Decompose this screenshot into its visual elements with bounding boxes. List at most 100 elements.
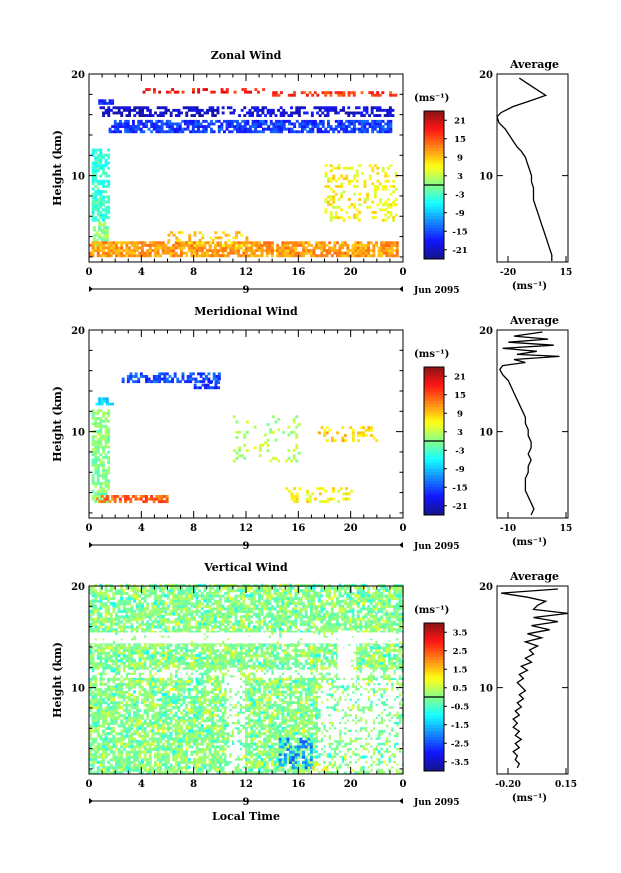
heatmap-cell (98, 101, 102, 105)
heatmap-cell (164, 732, 168, 736)
heatmap-cell (211, 241, 215, 245)
heatmap-cell (344, 439, 347, 443)
heatmap-cell (161, 651, 165, 655)
heatmap-cell (112, 243, 116, 247)
heatmap-cell (117, 724, 121, 728)
heatmap-cell (177, 241, 181, 245)
heatmap-cell (187, 620, 191, 624)
heatmap-cell (167, 766, 170, 770)
heatmap-cell (235, 430, 239, 434)
heatmap-cell (208, 654, 212, 658)
heatmap-cell (367, 254, 371, 258)
heatmap-cell (143, 659, 147, 663)
heatmap-cell (120, 625, 124, 629)
heatmap-cell (250, 254, 254, 258)
heatmap-cell (130, 677, 134, 681)
heatmap-cell (384, 200, 388, 204)
heatmap-cell (146, 623, 150, 627)
heatmap-cell (338, 249, 342, 252)
heatmap-cell (235, 241, 238, 245)
heatmap-cell (107, 106, 111, 110)
heatmap-cell (301, 127, 304, 131)
heatmap-cell (115, 719, 118, 723)
heatmap-cell (172, 771, 176, 775)
heatmap-cell (386, 166, 390, 170)
heatmap-cell (176, 122, 180, 126)
heatmap-cell (167, 651, 170, 655)
heatmap-cell (252, 243, 256, 247)
heatmap-cell (133, 698, 137, 702)
heatmap-cell (146, 696, 150, 699)
heatmap-cell (323, 254, 326, 258)
heatmap-cell (146, 714, 150, 718)
heatmap-cell (104, 174, 108, 178)
heatmap-cell (180, 246, 183, 250)
heatmap-cell (151, 698, 155, 702)
heatmap-cell (334, 213, 338, 217)
heatmap-cell (167, 753, 170, 757)
heatmap-cell (190, 771, 194, 775)
heatmap-cell (96, 714, 100, 718)
heatmap-cell (180, 605, 183, 608)
heatmap-cell (109, 727, 113, 731)
heatmap-cell (171, 122, 174, 126)
heatmap-cell (258, 446, 262, 450)
heatmap-cell (143, 745, 147, 749)
heatmap-cell (385, 249, 389, 252)
heatmap-cell (143, 693, 147, 697)
heatmap-cell (182, 106, 186, 110)
heatmap-cell (99, 657, 103, 660)
heatmap-cell (146, 735, 150, 738)
heatmap-cell (148, 696, 152, 699)
heatmap-cell (181, 377, 185, 381)
heatmap-cell (317, 241, 321, 245)
heatmap-cell (275, 127, 278, 131)
heatmap-cell (203, 251, 207, 255)
heatmap-cell (195, 246, 199, 250)
heatmap-cell (167, 761, 170, 764)
heatmap-cell (297, 251, 300, 255)
heatmap-cell (98, 220, 101, 224)
heatmap-cell (115, 737, 118, 741)
heatmap-cell (102, 672, 105, 676)
heatmap-cell (350, 179, 354, 183)
heatmap-cell (273, 249, 277, 252)
heatmap-cell (185, 732, 189, 736)
heatmap-cell (91, 148, 95, 152)
heatmap-cell (158, 127, 161, 131)
heatmap-cell (122, 737, 126, 741)
heatmap-cell (164, 714, 168, 718)
heatmap-cell (384, 172, 388, 175)
heatmap-cell (96, 766, 100, 770)
heatmap-cell (96, 254, 100, 258)
heatmap-cell (104, 424, 108, 428)
heatmap-cell (303, 125, 307, 128)
heatmap-cell (109, 659, 113, 663)
heatmap-cell (294, 243, 298, 247)
heatmap-cell (107, 709, 111, 712)
heatmap-cell (237, 254, 241, 258)
heatmap-cell (277, 125, 281, 128)
heatmap-cell (172, 716, 176, 720)
heatmap-cell (135, 111, 139, 115)
heatmap-cell (232, 251, 235, 255)
heatmap-cell (115, 106, 118, 110)
heatmap-cell (141, 672, 144, 676)
heatmap-cell (180, 766, 183, 770)
heatmap-cell (94, 448, 98, 452)
heatmap-cell (324, 500, 328, 504)
heatmap-cell (194, 130, 198, 134)
heatmap-cell (206, 667, 209, 671)
colorbar-segment (424, 391, 444, 396)
heatmap-cell (133, 766, 137, 770)
heatmap-cell (376, 119, 380, 123)
heatmap-cell (193, 610, 196, 614)
heatmap-cell (128, 753, 131, 757)
heatmap-cell (117, 688, 121, 692)
heatmap-cell (143, 727, 147, 731)
heatmap-cell (316, 487, 320, 491)
heatmap-cell (138, 111, 142, 115)
heatmap-cell (129, 130, 133, 134)
heatmap-cell (347, 114, 351, 117)
heatmap-cell (91, 172, 95, 175)
